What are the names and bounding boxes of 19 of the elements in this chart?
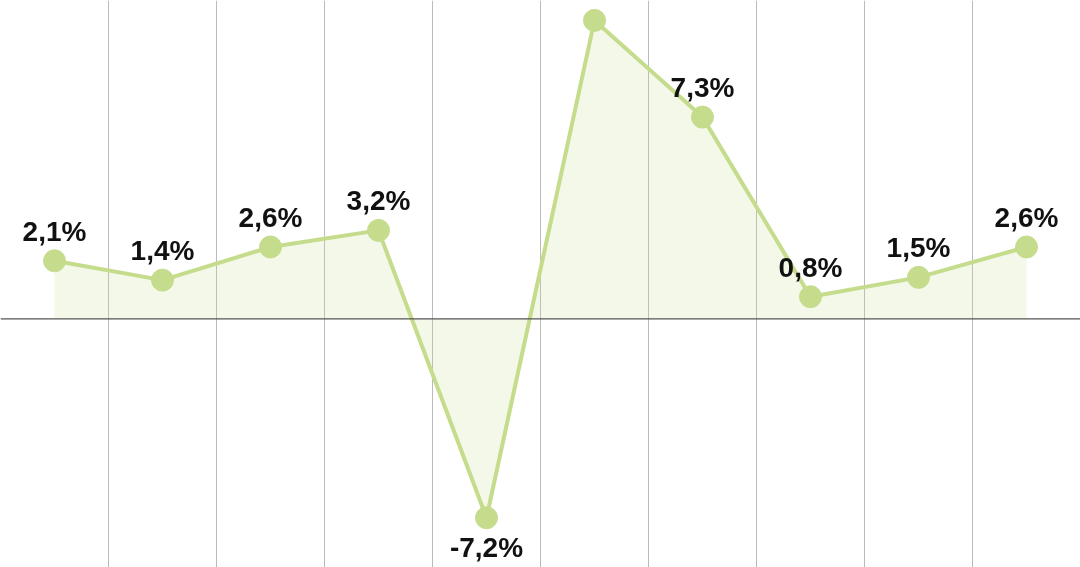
point [691, 105, 714, 129]
data-label: 2,6% [994, 201, 1059, 233]
data-label: 2,1% [22, 215, 87, 247]
point [259, 235, 282, 259]
data-label: 1,4% [130, 235, 195, 267]
point [1015, 235, 1038, 259]
data-label: 3,2% [346, 185, 411, 217]
data-label: -7,2% [449, 531, 524, 563]
data-label: 0,8% [778, 251, 843, 283]
point [907, 265, 930, 289]
data-label: 2,6% [238, 201, 303, 233]
point [151, 268, 174, 292]
data-label: 1,5% [886, 232, 951, 264]
point [475, 506, 498, 530]
data-label: 7,3% [670, 72, 735, 104]
point [583, 8, 606, 32]
point [367, 218, 390, 242]
point [43, 249, 66, 273]
point [799, 285, 822, 309]
